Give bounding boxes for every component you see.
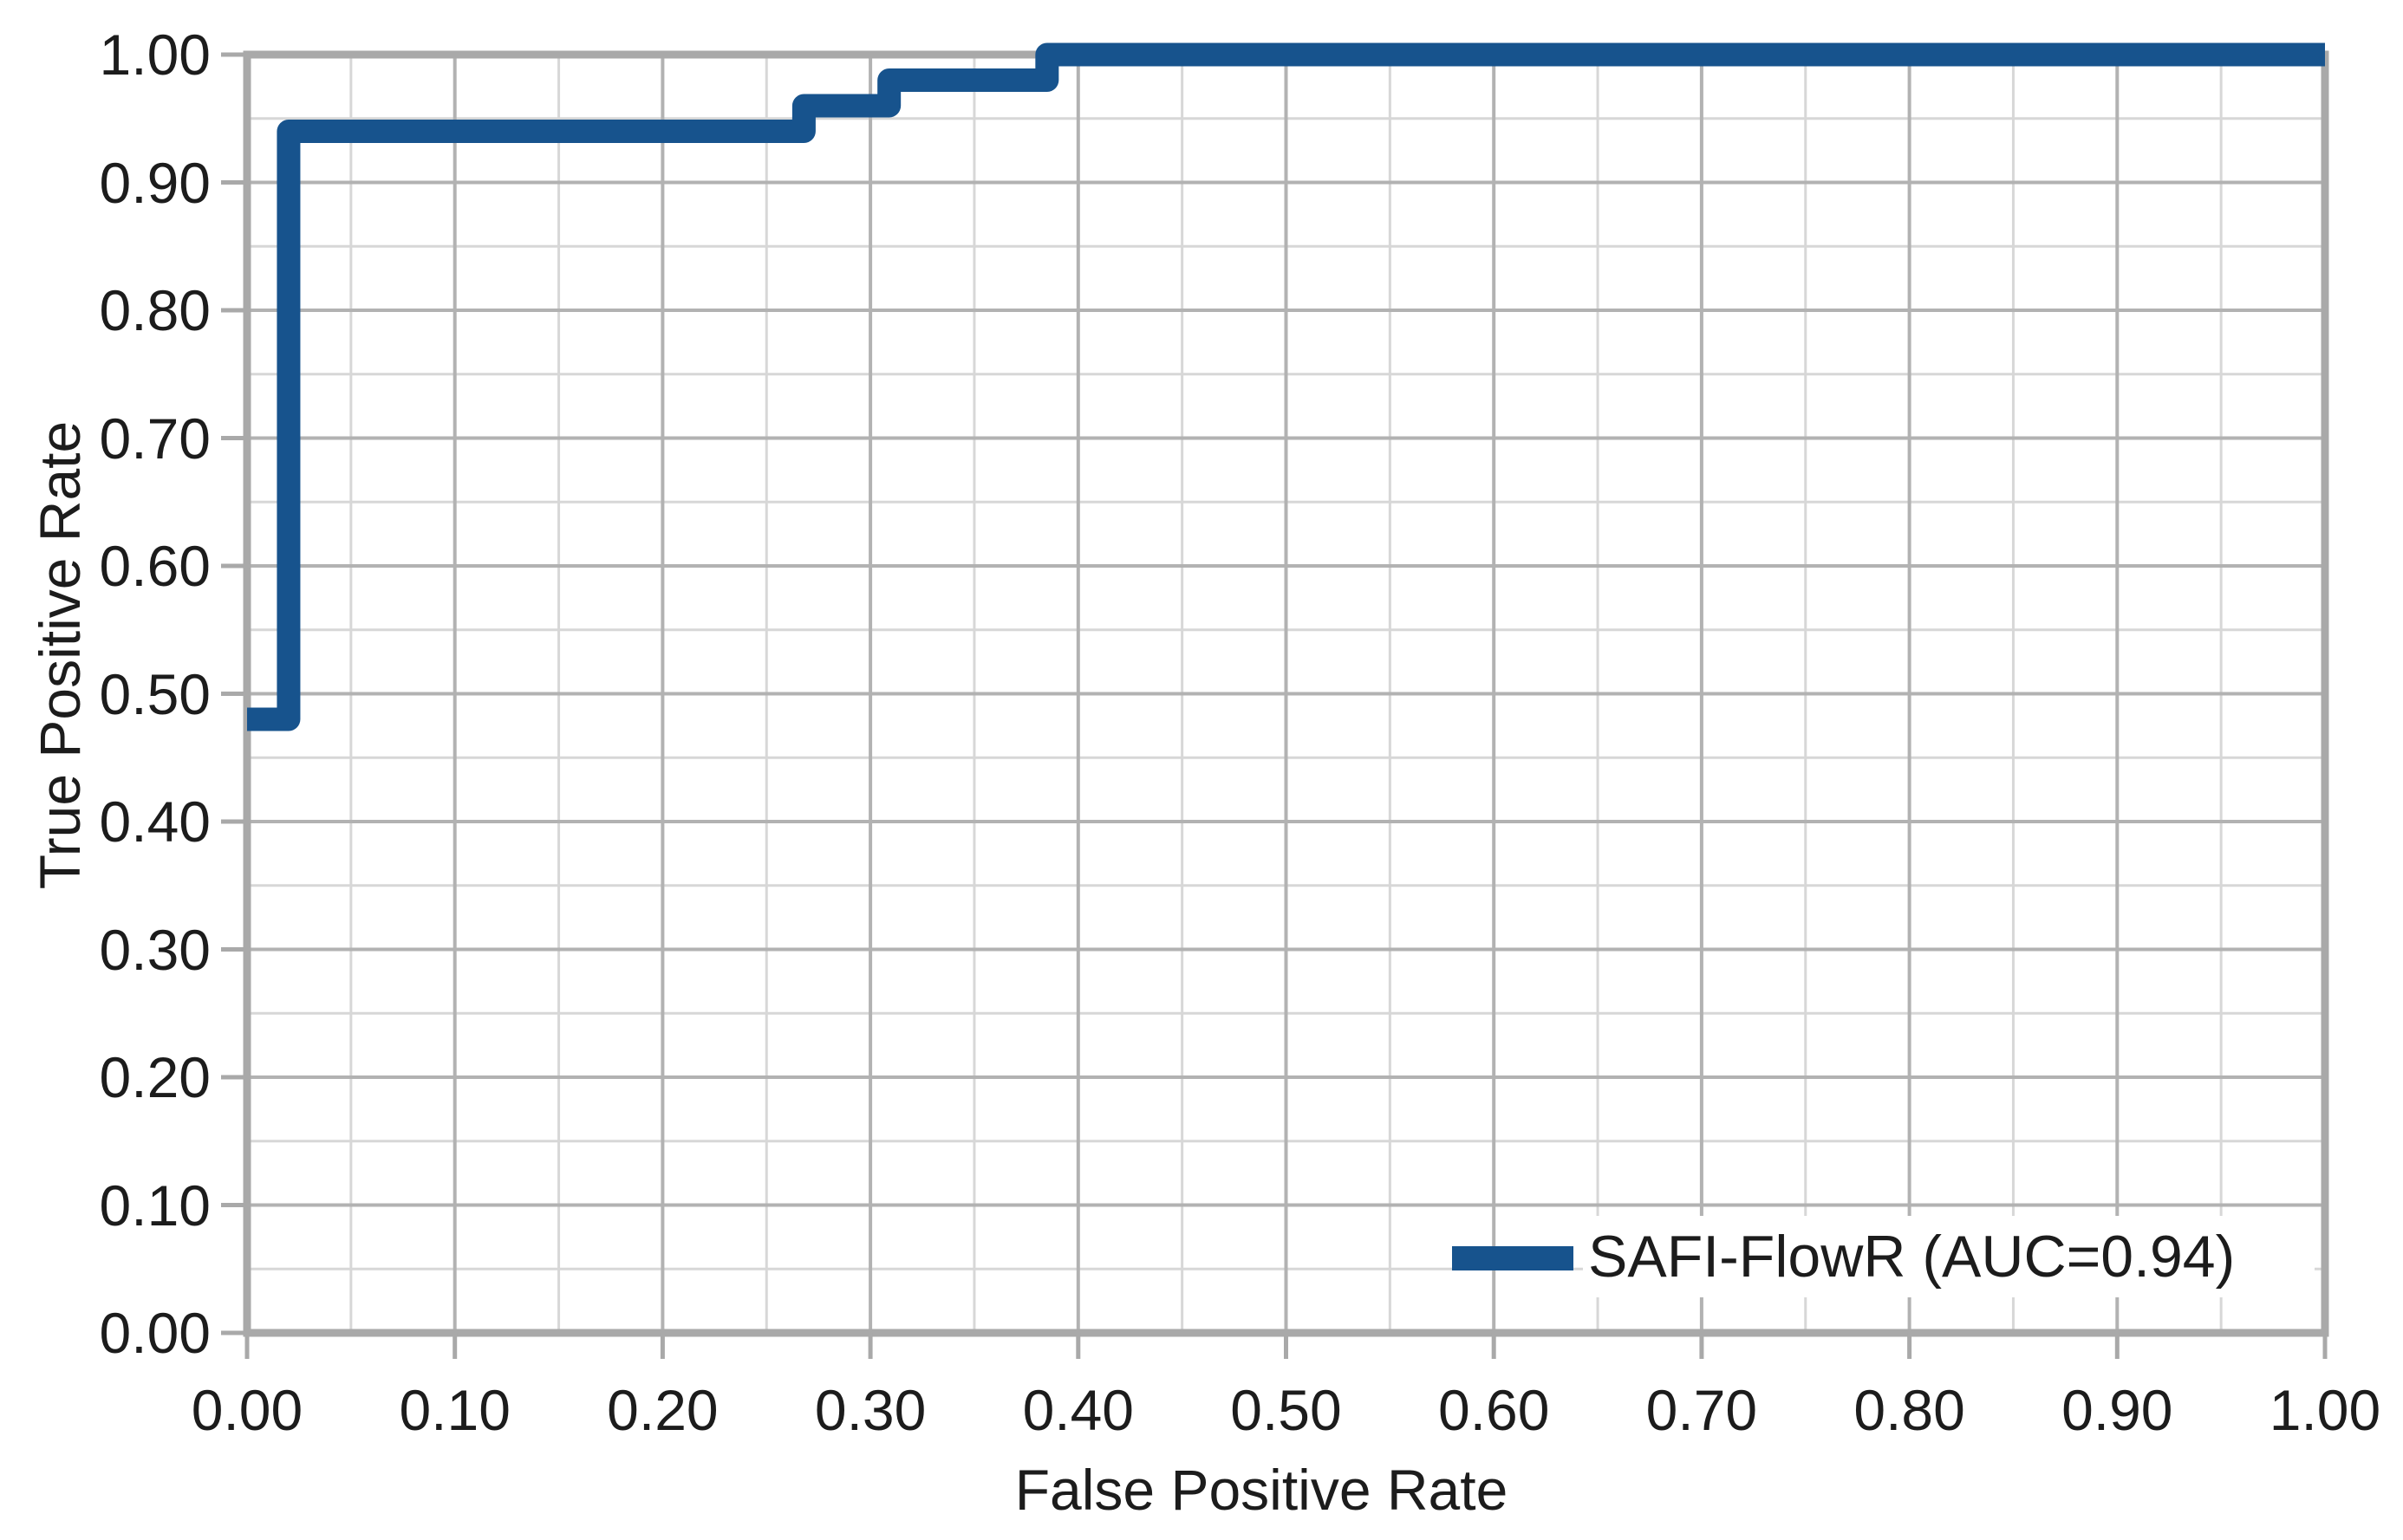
legend-background: [1583, 1216, 2315, 1297]
y-tick-label: 0.90: [99, 150, 211, 215]
y-tick-label: 0.10: [99, 1173, 211, 1238]
x-tick-label: 1.00: [2269, 1378, 2381, 1442]
y-tick-label: 0.40: [99, 789, 211, 854]
x-tick-label: 0.50: [1230, 1378, 1342, 1442]
y-tick-label: 0.50: [99, 661, 211, 726]
y-tick-label: 0.80: [99, 278, 211, 342]
x-tick-label: 0.40: [1022, 1378, 1135, 1442]
x-tick-label: 0.00: [191, 1378, 303, 1442]
x-tick-label: 0.90: [2061, 1378, 2173, 1442]
x-axis-title: False Positive Rate: [1014, 1458, 1508, 1522]
x-tick-label: 0.60: [1437, 1378, 1550, 1442]
x-tick-label: 0.80: [1853, 1378, 1965, 1442]
roc-curve: [247, 42, 2325, 731]
y-tick-label: 0.70: [99, 406, 211, 471]
x-tick-label: 0.70: [1645, 1378, 1758, 1442]
x-tick-label: 0.10: [399, 1378, 511, 1442]
y-axis-title: True Positive Rate: [28, 420, 92, 889]
legend-label: SAFI-FlowR (AUC=0.94): [1588, 1224, 2236, 1290]
y-tick-label: 0.00: [99, 1301, 211, 1365]
y-tick-label: 0.30: [99, 917, 211, 982]
y-tick-label: 1.00: [99, 23, 211, 87]
x-tick-label: 0.20: [607, 1378, 719, 1442]
x-tick-label: 0.30: [814, 1378, 927, 1442]
y-tick-label: 0.60: [99, 534, 211, 598]
legend-line-swatch-icon: [1452, 1246, 1573, 1270]
y-tick-label: 0.20: [99, 1045, 211, 1109]
